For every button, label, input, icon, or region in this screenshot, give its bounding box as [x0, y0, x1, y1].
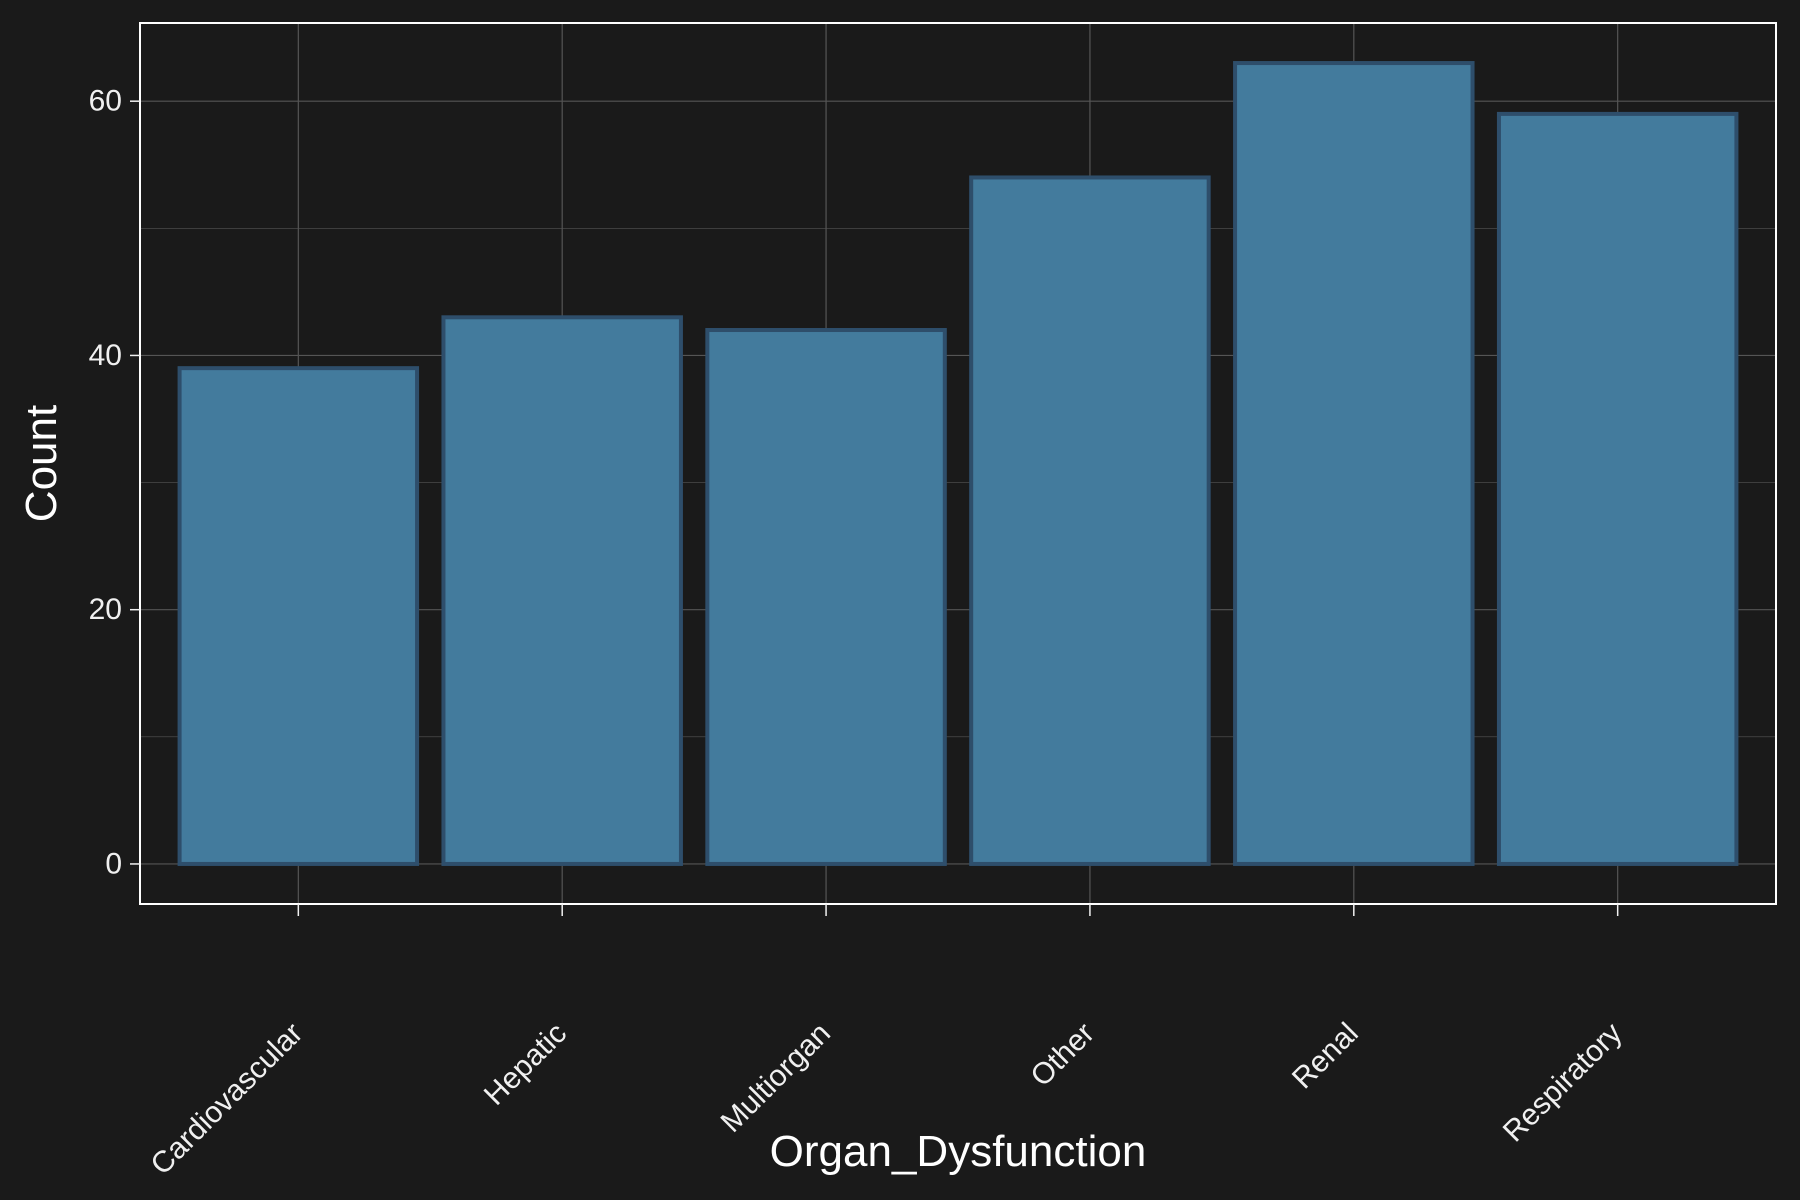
bar-hepatic: [441, 315, 683, 866]
plot-panel-border: [139, 22, 1777, 905]
y-tick-label: 20: [89, 593, 122, 626]
y-tick-label: 40: [89, 339, 122, 372]
y-axis-title: Count: [17, 405, 66, 522]
bar-cardiovascular: [177, 366, 420, 866]
x-axis-title: Organ_Dysfunction: [770, 1127, 1147, 1176]
y-axis-ticks: 0 20 40 60: [89, 85, 140, 880]
bar-multiorgan: [705, 328, 947, 866]
y-tick-label: 60: [89, 85, 122, 118]
bar-renal: [1233, 61, 1475, 866]
y-tick-label: 0: [105, 847, 122, 880]
bar-other: [969, 175, 1211, 866]
bar-respiratory: [1496, 111, 1739, 866]
bars: [177, 61, 1739, 866]
